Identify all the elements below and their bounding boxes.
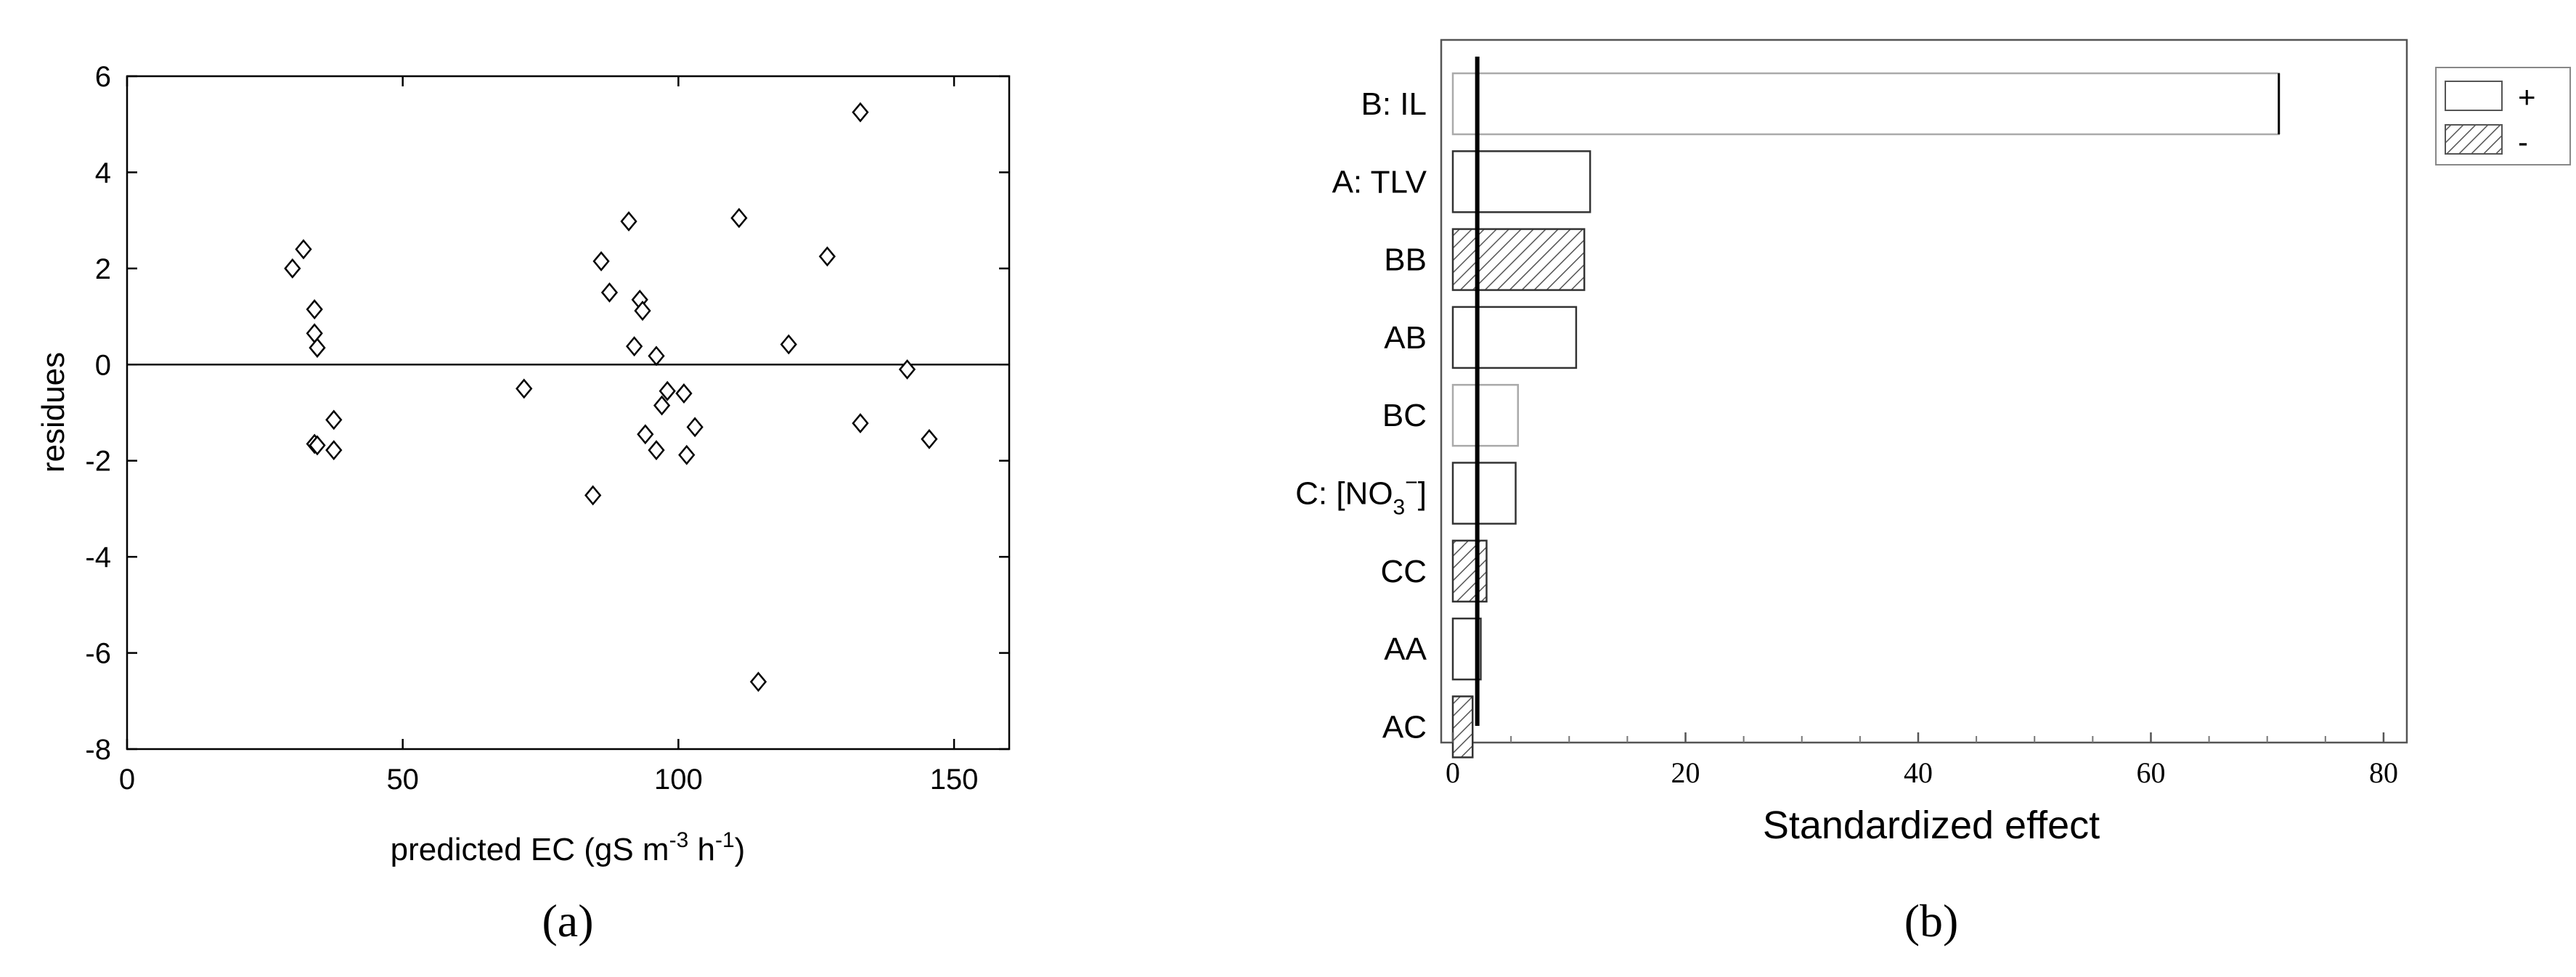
effect-bar — [1451, 150, 1591, 213]
legend-positive-swatch — [2445, 81, 2503, 111]
panel-b-bars — [1451, 72, 2281, 759]
panel-a-y-axis-label: residues — [36, 352, 71, 473]
data-point — [898, 359, 916, 380]
data-point — [515, 378, 533, 399]
data-point — [675, 383, 693, 404]
x-tick-label: 50 — [386, 764, 419, 796]
data-point — [818, 246, 836, 267]
data-point — [625, 336, 643, 357]
effect-bar — [1451, 228, 1586, 291]
data-point — [730, 208, 748, 229]
panel-a-y-ticks: -8 -6 -4 -2 0 2 4 6 — [85, 61, 1009, 766]
category-label: A: TLV — [1332, 164, 1427, 200]
panel-b-legend: + - — [2435, 67, 2571, 165]
y-tick-label: 0 — [95, 349, 111, 381]
panel-b-category-labels: B: IL A: TLV BB AB BC C: [NO3−] CC AA AC — [1295, 86, 1427, 745]
data-point — [306, 323, 323, 344]
panel-a-x-axis-label: predicted EC (gS m-3 h-1) — [391, 828, 746, 867]
legend-negative-label: - — [2518, 125, 2528, 159]
x-tick-label: 60 — [2136, 756, 2165, 789]
y-tick-label: -2 — [85, 446, 111, 478]
x-tick-label: 20 — [1671, 756, 1700, 789]
data-point — [780, 334, 797, 355]
data-point — [686, 417, 704, 438]
x-tick-label: 40 — [1904, 756, 1933, 789]
data-point — [637, 424, 654, 445]
data-point — [634, 301, 651, 322]
x-tick-label: 80 — [2369, 756, 2398, 789]
x-tick-label: 100 — [654, 764, 703, 796]
data-point — [852, 413, 869, 434]
legend-positive-label: + — [2518, 80, 2536, 114]
data-point — [295, 239, 312, 260]
data-point — [659, 380, 676, 401]
data-point — [306, 299, 323, 320]
effect-bar — [1451, 695, 1474, 759]
data-point — [648, 440, 665, 461]
y-tick-label: -6 — [85, 638, 111, 670]
y-tick-label: -4 — [85, 541, 111, 573]
data-point — [584, 485, 602, 506]
category-label: AA — [1384, 631, 1427, 667]
effect-bar — [1451, 306, 1578, 369]
panel-a-label: (a) — [542, 895, 593, 947]
data-point — [678, 444, 696, 465]
category-label: AC — [1382, 709, 1427, 745]
panel-a-residual-plot: -8 -6 -4 -2 0 2 4 6 0 50 100 150 residues predicte… — [36, 61, 1011, 947]
category-label: BB — [1384, 242, 1427, 278]
effect-bar — [1451, 383, 1520, 447]
data-point — [309, 435, 326, 456]
category-label: B: IL — [1361, 86, 1427, 122]
data-point — [592, 250, 610, 271]
data-point — [600, 282, 619, 303]
effect-bar — [1451, 539, 1488, 603]
y-tick-label: -8 — [85, 734, 111, 766]
data-point — [309, 338, 326, 359]
category-label: C: [NO3−] — [1295, 471, 1427, 520]
data-point — [325, 409, 343, 430]
x-tick-label: 0 — [119, 764, 135, 796]
category-label: CC — [1380, 554, 1427, 589]
panel-a-x-ticks: 0 50 100 150 — [119, 76, 979, 796]
data-point — [749, 671, 767, 692]
category-label: AB — [1384, 320, 1427, 356]
panel-a-points — [284, 102, 938, 692]
data-point — [648, 346, 665, 367]
data-point — [325, 440, 343, 461]
legend-negative-swatch — [2445, 124, 2503, 155]
data-point — [620, 211, 637, 232]
data-point — [921, 428, 938, 449]
data-point — [653, 395, 671, 416]
y-tick-label: 6 — [95, 61, 111, 93]
panel-b-label: (b) — [1904, 895, 1959, 947]
panel-b-standardized-effects: B: IL A: TLV BB AB BC C: [NO3−] CC AA AC 0 20 40 60… — [1295, 38, 2571, 947]
category-label: BC — [1382, 398, 1427, 433]
data-point — [284, 258, 301, 279]
effect-bar — [1451, 462, 1517, 525]
effect-bar — [1451, 72, 2280, 136]
x-tick-label: 150 — [930, 764, 979, 796]
x-tick-label: 0 — [1446, 756, 1460, 789]
panel-b-x-axis-label: Standardized effect — [1763, 804, 2100, 847]
data-point — [852, 102, 869, 123]
panel-b-x-ticks: 0 20 40 60 80 — [1446, 732, 2398, 789]
y-tick-label: 4 — [95, 157, 111, 189]
panel-b-plot-frame — [1440, 38, 2408, 744]
panel-a-plot-frame — [126, 75, 1011, 751]
y-tick-label: 2 — [95, 253, 111, 285]
